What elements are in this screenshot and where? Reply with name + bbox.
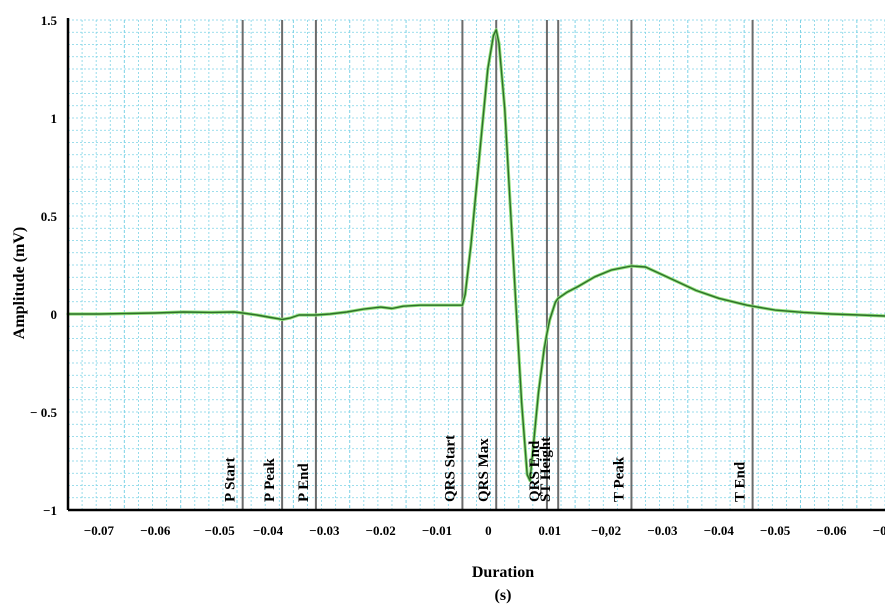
marker-label: ST Height: [538, 437, 554, 502]
marker-label: QRS Start: [442, 435, 458, 502]
y-tick-label: 1.5: [41, 13, 58, 28]
marker-label: QRS End: [527, 440, 543, 502]
ecg-trace: [67, 29, 885, 482]
y-tick-label: − 0.5: [30, 405, 57, 420]
x-tick-label: −0,02: [591, 523, 621, 538]
x-tick-label: −0.06: [140, 523, 171, 538]
x-tick-label: −0.03: [647, 523, 678, 538]
axes: [66, 18, 885, 512]
marker-label: QRS Max: [476, 438, 492, 502]
marker-label: P Peak: [262, 458, 278, 502]
ecg-trace-group: [66, 28, 885, 483]
x-tick-label: −0.07: [873, 523, 885, 538]
marker-label: T End: [733, 461, 749, 502]
x-tick-label: 0.01: [538, 523, 561, 538]
y-axis-title: Amplitude (mV): [11, 227, 28, 339]
x-axis-title: Duration: [472, 564, 534, 581]
marker-labels: P Start P Peak P End QRS Start QRS Max QRS En…: [223, 435, 749, 502]
x-tick-label: −0.07: [84, 523, 115, 538]
grid: [67, 19, 885, 511]
marker-label: T Peak: [611, 456, 627, 502]
x-tick-label: −0.05: [760, 523, 791, 538]
x-tick-label: −0.04: [704, 523, 735, 538]
x-tick-label: −0.02: [366, 523, 396, 538]
y-tick-label: 1: [51, 111, 58, 126]
y-tick-labels: 1.5 1 0.5 0 − 0.5 −1: [30, 13, 57, 518]
x-tick-label: −0.05: [205, 523, 236, 538]
x-tick-label: −0.03: [309, 523, 340, 538]
marker-label: P Start: [223, 457, 239, 502]
marker-label: P End: [296, 463, 312, 502]
y-tick-label: 0: [51, 307, 58, 322]
y-tick-label: 0.5: [41, 209, 58, 224]
x-tick-label: −0.04: [253, 523, 284, 538]
x-tick-label: 0: [485, 523, 492, 538]
x-tick-label: −0.06: [816, 523, 847, 538]
marker-lines: [241, 20, 754, 510]
x-tick-label: −0.01: [422, 523, 452, 538]
y-tick-label: −1: [43, 503, 57, 518]
x-axis-unit: (s): [495, 587, 512, 604]
x-tick-labels: −0.07 −0.06 −0.05 −0.04 −0.03 −0.02 −0.01 0 0.01…: [84, 523, 885, 538]
